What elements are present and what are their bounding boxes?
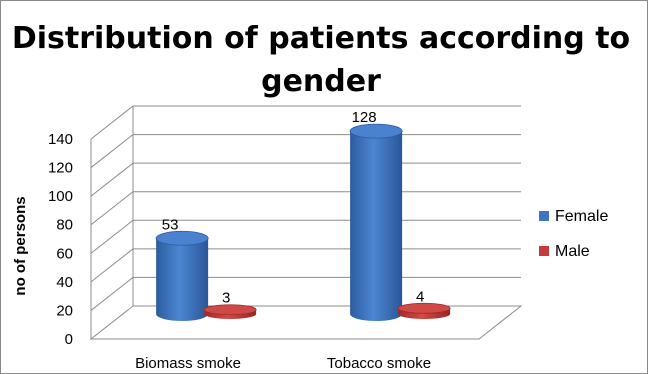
bar-female bbox=[350, 131, 403, 321]
y-axis-label: no of persons bbox=[12, 196, 29, 295]
gridline bbox=[90, 134, 521, 168]
y-tick-label: 140 bbox=[48, 131, 73, 148]
gridline bbox=[90, 276, 521, 311]
data-label: 3 bbox=[222, 290, 230, 307]
chart-floor bbox=[89, 305, 523, 340]
y-tick-label: 120 bbox=[48, 160, 73, 177]
data-label: 4 bbox=[416, 288, 424, 305]
gridline bbox=[90, 162, 521, 197]
bar-top-female bbox=[349, 123, 403, 139]
data-label: 128 bbox=[352, 109, 377, 126]
gridline bbox=[90, 105, 521, 140]
gridline bbox=[90, 191, 521, 226]
gridline bbox=[90, 219, 521, 254]
chart-title-line-1: Distribution of patients according to bbox=[12, 21, 630, 56]
legend-label-male: Male bbox=[555, 243, 590, 260]
data-label: 53 bbox=[162, 216, 179, 233]
legend: Female Male bbox=[539, 208, 608, 260]
y-tick-label: 80 bbox=[56, 217, 73, 234]
bar-top-male bbox=[203, 304, 257, 316]
y-tick-label: 20 bbox=[56, 302, 73, 319]
bar-top-female bbox=[155, 230, 209, 246]
legend-label-female: Female bbox=[555, 208, 608, 225]
x-category-label: Tobacco smoke bbox=[327, 355, 431, 372]
bar-top-male bbox=[397, 302, 451, 314]
y-tick-label: 60 bbox=[56, 245, 73, 262]
y-tick-label: 0 bbox=[65, 331, 73, 348]
chart-title-line-2: gender bbox=[261, 64, 381, 99]
gridline bbox=[90, 248, 521, 283]
legend-swatch-female bbox=[539, 211, 549, 221]
legend-swatch-male bbox=[539, 246, 549, 256]
y-tick-label: 40 bbox=[56, 274, 73, 291]
y-tick-label: 100 bbox=[48, 188, 73, 205]
bar-female bbox=[156, 238, 209, 321]
x-category-label: Biomass smoke bbox=[135, 355, 241, 372]
